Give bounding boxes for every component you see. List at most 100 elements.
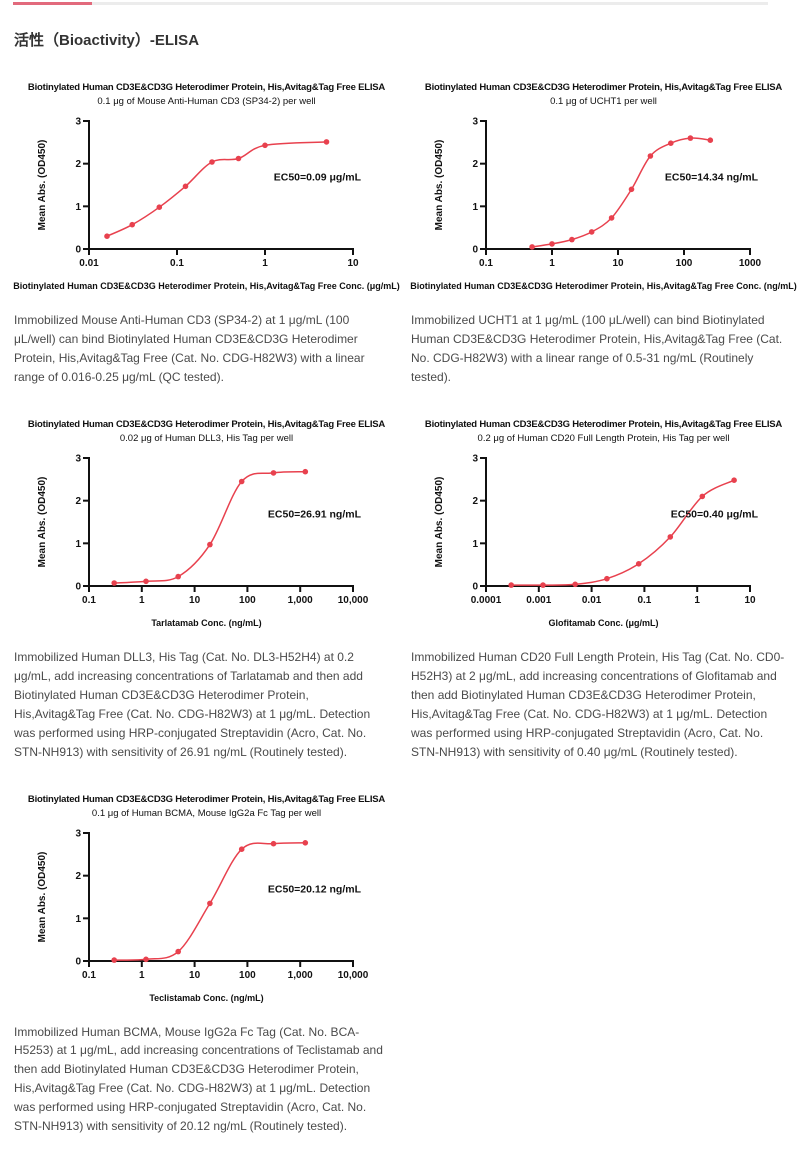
x-tick-label: 0.01 <box>581 595 601 606</box>
ec50-annotation: EC50=14.34 ng/mL <box>664 172 758 184</box>
fit-curve <box>532 138 710 247</box>
chart-x-axis-label: Glofitamab Conc. (μg/mL) <box>403 618 800 628</box>
data-point <box>111 957 117 963</box>
y-tick-label: 2 <box>75 159 81 170</box>
y-tick-label: 0 <box>75 245 81 256</box>
y-axis-title: Mean Abs. (OD450) <box>37 140 48 231</box>
data-point <box>270 840 276 846</box>
data-point <box>111 580 117 586</box>
chart-title: Biotinylated Human CD3E&CD3G Heterodimer… <box>408 82 800 93</box>
data-point <box>549 241 555 247</box>
x-tick-label: 1,000 <box>287 595 312 606</box>
chart-x-axis-label: Teclistamab Conc. (ng/mL) <box>6 993 408 1003</box>
ec50-annotation: EC50=26.91 ng/mL <box>267 509 361 521</box>
chart-description: Immobilized Human DLL3, His Tag (Cat. No… <box>14 648 392 762</box>
x-tick-label: 10 <box>612 258 624 269</box>
chart-cell: Biotinylated Human CD3E&CD3G Heterodimer… <box>14 788 399 1005</box>
data-point <box>238 846 244 852</box>
chart-subtitle: 0.02 μg of Human DLL3, His Tag per well <box>11 433 403 444</box>
data-point <box>238 479 244 485</box>
chart-description: Immobilized Human BCMA, Mouse IgG2a Fc T… <box>14 1023 392 1137</box>
data-point <box>104 233 110 239</box>
y-tick-label: 2 <box>472 159 478 170</box>
description-cell: Immobilized UCHT1 at 1 μg/mL (100 μL/wel… <box>411 293 796 413</box>
y-axis-title: Mean Abs. (OD450) <box>434 476 445 567</box>
x-tick-label: 1 <box>139 970 145 981</box>
data-point <box>635 561 641 567</box>
data-point <box>529 244 535 250</box>
elisa-chart-cd20-glofitamab: Biotinylated Human CD3E&CD3G Heterodimer… <box>428 419 780 628</box>
data-point <box>604 576 610 582</box>
y-tick-label: 0 <box>472 245 478 256</box>
empty-cell <box>411 788 796 1005</box>
y-tick-label: 1 <box>75 913 81 924</box>
chart-title: Biotinylated Human CD3E&CD3G Heterodimer… <box>11 82 403 93</box>
y-tick-label: 3 <box>75 117 81 128</box>
data-point <box>699 493 705 499</box>
y-tick-label: 1 <box>472 202 478 213</box>
elisa-chart-bcma-teclistamab: Biotinylated Human CD3E&CD3G Heterodimer… <box>31 794 383 1003</box>
data-point <box>262 143 268 149</box>
x-tick-label: 10 <box>189 970 201 981</box>
data-point <box>569 237 575 243</box>
x-tick-label: 0.0001 <box>470 595 501 606</box>
chart-subtitle: 0.1 μg of Human BCMA, Mouse IgG2a Fc Tag… <box>11 808 403 819</box>
chart-title: Biotinylated Human CD3E&CD3G Heterodimer… <box>11 419 403 430</box>
data-point <box>628 187 634 193</box>
charts-grid: Biotinylated Human CD3E&CD3G Heterodimer… <box>0 76 800 1162</box>
description-cell: Immobilized Human BCMA, Mouse IgG2a Fc T… <box>14 1005 399 1162</box>
data-point <box>608 215 614 221</box>
y-tick-label: 3 <box>472 117 478 128</box>
description-cell: Immobilized Human DLL3, His Tag (Cat. No… <box>14 630 399 788</box>
y-tick-label: 3 <box>75 453 81 464</box>
active-tab-indicator <box>13 2 92 5</box>
y-tick-label: 1 <box>75 202 81 213</box>
description-cell: Immobilized Human CD20 Full Length Prote… <box>411 630 796 788</box>
x-tick-label: 10,000 <box>337 970 368 981</box>
chart-subtitle: 0.2 μg of Human CD20 Full Length Protein… <box>408 433 800 444</box>
y-tick-label: 3 <box>472 453 478 464</box>
x-tick-label: 100 <box>675 258 692 269</box>
y-tick-label: 2 <box>472 496 478 507</box>
data-point <box>207 900 213 906</box>
y-tick-label: 2 <box>75 496 81 507</box>
x-tick-label: 1 <box>139 595 145 606</box>
data-point <box>129 222 135 228</box>
data-point <box>143 578 149 584</box>
data-point <box>175 948 181 954</box>
fit-curve <box>114 472 305 583</box>
x-tick-label: 0.1 <box>637 595 651 606</box>
data-point <box>209 159 215 165</box>
data-point <box>207 542 213 548</box>
x-tick-label: 10 <box>347 258 359 269</box>
y-tick-label: 2 <box>75 871 81 882</box>
data-point <box>156 204 162 210</box>
data-point <box>323 139 329 145</box>
chart-title: Biotinylated Human CD3E&CD3G Heterodimer… <box>11 794 403 805</box>
data-point <box>302 840 308 846</box>
x-tick-label: 1 <box>694 595 700 606</box>
ec50-annotation: EC50=0.09 μg/mL <box>273 172 361 184</box>
y-axis-title: Mean Abs. (OD450) <box>37 851 48 942</box>
chart-cell: Biotinylated Human CD3E&CD3G Heterodimer… <box>411 76 796 293</box>
x-tick-label: 0.1 <box>82 595 96 606</box>
chart-x-axis-label: Tarlatamab Conc. (ng/mL) <box>6 618 408 628</box>
x-tick-label: 0.001 <box>526 595 551 606</box>
chart-cell: Biotinylated Human CD3E&CD3G Heterodimer… <box>14 76 399 293</box>
data-point <box>508 582 514 588</box>
ec50-annotation: EC50=0.40 μg/mL <box>670 509 758 521</box>
y-tick-label: 1 <box>472 539 478 550</box>
chart-x-axis-label: Biotinylated Human CD3E&CD3G Heterodimer… <box>6 281 408 291</box>
chart-cell: Biotinylated Human CD3E&CD3G Heterodimer… <box>411 413 796 630</box>
x-tick-label: 0.1 <box>170 258 184 269</box>
elisa-chart-ucht1: Biotinylated Human CD3E&CD3G Heterodimer… <box>428 82 780 291</box>
x-tick-label: 1 <box>549 258 555 269</box>
section-title: 活性（Bioactivity）-ELISA <box>14 29 800 50</box>
x-tick-label: 0.1 <box>479 258 493 269</box>
data-point <box>687 135 693 141</box>
fit-curve <box>107 142 327 236</box>
description-cell: Immobilized Mouse Anti-Human CD3 (SP34-2… <box>14 293 399 413</box>
